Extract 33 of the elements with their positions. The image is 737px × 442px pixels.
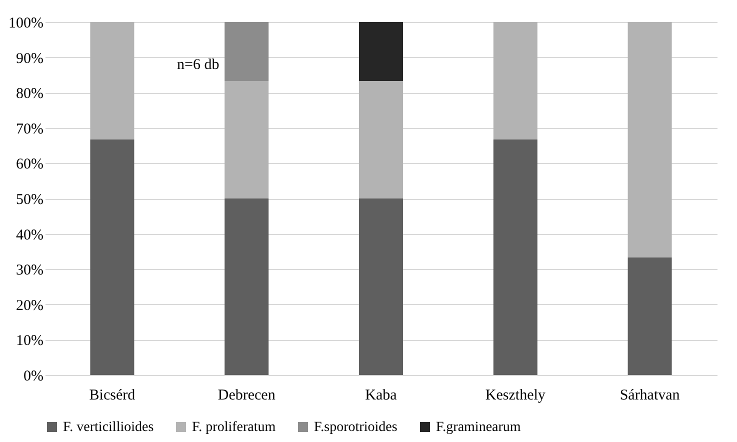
bar: [90, 140, 134, 375]
x-tick-label: Keszthely: [485, 388, 546, 404]
x-tick-label: Kaba: [365, 388, 398, 404]
y-tick-label: 40%: [16, 227, 44, 244]
bar: [493, 22, 538, 140]
y-tick-label: 90%: [16, 50, 44, 67]
bar: [359, 198, 403, 375]
bar: [359, 80, 403, 198]
x-tick-label: Bicsérd: [89, 388, 136, 404]
x-tick-label: Sárhatvan: [620, 388, 680, 404]
x-tick-label: Debrecen: [218, 388, 276, 404]
y-tick-label: 70%: [16, 121, 44, 138]
legend-label: F. proliferatum: [192, 420, 276, 435]
y-tick-label: 50%: [16, 192, 44, 208]
y-tick-label: 30%: [16, 262, 44, 279]
bar: [224, 198, 269, 375]
bar: [224, 80, 269, 198]
y-tick-label: 100%: [8, 16, 44, 32]
bar: [628, 22, 672, 258]
y-tick-label: 10%: [16, 333, 44, 350]
y-tick-label: 0%: [24, 368, 44, 384]
y-tick-label: 80%: [16, 86, 44, 102]
legend-label: F. verticillioides: [63, 420, 154, 435]
annotation: n=6 db: [177, 57, 220, 73]
bar: [493, 140, 538, 375]
y-tick-label: 20%: [16, 298, 44, 314]
bar: [359, 22, 403, 81]
y-tick-label: 60%: [16, 156, 44, 173]
bar: [90, 22, 134, 140]
legend-label: F.graminearum: [436, 420, 521, 435]
bar: [224, 22, 269, 81]
bar: [628, 257, 672, 375]
legend-label: F.sporotrioides: [314, 420, 398, 435]
